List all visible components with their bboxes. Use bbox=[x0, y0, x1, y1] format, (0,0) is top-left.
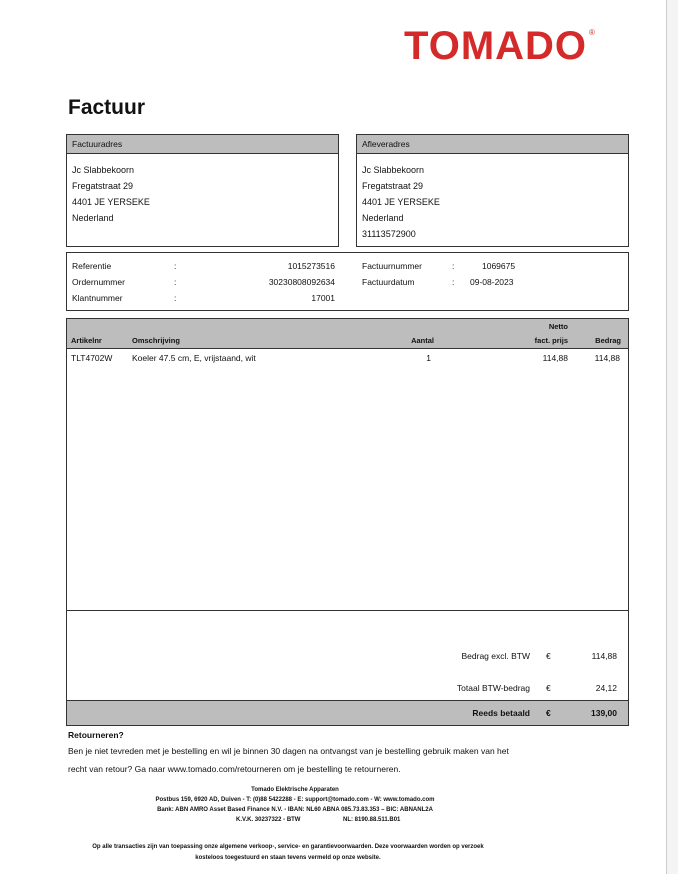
logo: TOMADO ® bbox=[404, 24, 595, 68]
excl-value: 114,88 bbox=[591, 651, 617, 661]
shipping-line: 31113572900 bbox=[362, 229, 416, 239]
info-label: Referentie bbox=[72, 261, 112, 271]
footer-kvk: K.V.K. 30237322 - BTW bbox=[236, 817, 301, 823]
returns-text: recht van retour? Ga naar www.tomado.com… bbox=[68, 764, 401, 774]
footer-terms: Op alle transacties zijn van toepassing … bbox=[92, 844, 484, 850]
info-sep: : bbox=[174, 293, 177, 303]
shipping-line: Nederland bbox=[362, 213, 404, 223]
billing-line: Fregatstraat 29 bbox=[72, 181, 134, 191]
billing-line: Jc Slabbekoorn bbox=[72, 165, 135, 175]
page-title: Factuur bbox=[68, 96, 146, 119]
divider bbox=[67, 610, 628, 611]
col-omschrijving: Omschrijving bbox=[132, 336, 180, 345]
shipping-line: Fregatstraat 29 bbox=[362, 181, 424, 191]
table-header bbox=[67, 319, 628, 349]
info-sep: : bbox=[452, 261, 455, 271]
cell-artikelnr: TLT4702W bbox=[71, 353, 113, 363]
info-sep: : bbox=[174, 261, 177, 271]
paid-row bbox=[67, 700, 628, 725]
paid-value: 139,00 bbox=[591, 708, 617, 718]
currency: € bbox=[546, 683, 551, 693]
invoice-info bbox=[66, 252, 629, 311]
ordernummer-value: 30230808092634 bbox=[268, 277, 335, 287]
tomado-logo: TOMADO bbox=[404, 24, 588, 68]
info-sep: : bbox=[174, 277, 177, 287]
items-table bbox=[66, 318, 629, 726]
footer-contact: Postbus 159, 6920 AD, Duiven - T: (0)88 … bbox=[155, 797, 435, 803]
col-aantal: Aantal bbox=[411, 336, 434, 345]
btw-label: Totaal BTW-bedrag bbox=[456, 683, 530, 693]
info-label: Klantnummer bbox=[72, 293, 123, 303]
col-artikelnr: Artikelnr bbox=[71, 336, 102, 345]
cell-bedrag: 114,88 bbox=[594, 353, 620, 363]
billing-line: Nederland bbox=[72, 213, 114, 223]
cell-prijs: 114,88 bbox=[542, 353, 568, 363]
cell-omschrijving: Koeler 47.5 cm, E, vrijstaand, wit bbox=[132, 353, 256, 363]
shipping-line: 4401 JE YERSEKE bbox=[362, 197, 440, 207]
info-label: Ordernummer bbox=[72, 277, 125, 287]
returns-text: Ben je niet tevreden met je bestelling e… bbox=[68, 746, 509, 756]
shipping-address: Afleveradres Jc Slabbekoorn Fregatstraat… bbox=[356, 134, 629, 247]
col-prijs-top: Netto bbox=[548, 322, 568, 331]
btw-value: 24,12 bbox=[595, 683, 617, 693]
klantnummer-value: 17001 bbox=[311, 293, 335, 303]
info-sep: : bbox=[452, 277, 455, 287]
footer-company: Tomado Elektrische Apparaten bbox=[251, 787, 339, 793]
currency: € bbox=[546, 708, 551, 718]
factuurdatum-value: 09-08-2023 bbox=[470, 277, 514, 287]
footer-vat: NL: 8190.88.511.B01 bbox=[343, 817, 401, 823]
billing-address: Factuuradres Jc Slabbekoorn Fregatstraat… bbox=[66, 134, 339, 247]
registered-mark: ® bbox=[589, 28, 595, 37]
billing-address-label: Factuuradres bbox=[67, 135, 338, 154]
billing-line: 4401 JE YERSEKE bbox=[72, 197, 150, 207]
footer-terms: kosteloos toegestuurd en staan tevens ve… bbox=[195, 855, 381, 861]
info-label: Factuurnummer bbox=[362, 261, 422, 271]
cell-aantal: 1 bbox=[426, 353, 431, 363]
factuurnummer-value: 1069675 bbox=[482, 261, 516, 271]
referentie-value: 1015273516 bbox=[287, 261, 335, 271]
col-bedrag: Bedrag bbox=[595, 336, 621, 345]
currency: € bbox=[546, 651, 551, 661]
returns-heading: Retourneren? bbox=[68, 730, 124, 740]
col-prijs: fact. prijs bbox=[534, 336, 568, 345]
info-label: Factuurdatum bbox=[362, 277, 415, 287]
excl-label: Bedrag excl. BTW bbox=[461, 651, 531, 661]
footer-bank: Bank: ABN AMRO Asset Based Finance N.V. … bbox=[157, 807, 433, 813]
page-edge bbox=[666, 0, 678, 874]
shipping-address-label: Afleveradres bbox=[357, 135, 628, 154]
paid-label: Reeds betaald bbox=[472, 708, 530, 718]
shipping-line: Jc Slabbekoorn bbox=[362, 165, 425, 175]
